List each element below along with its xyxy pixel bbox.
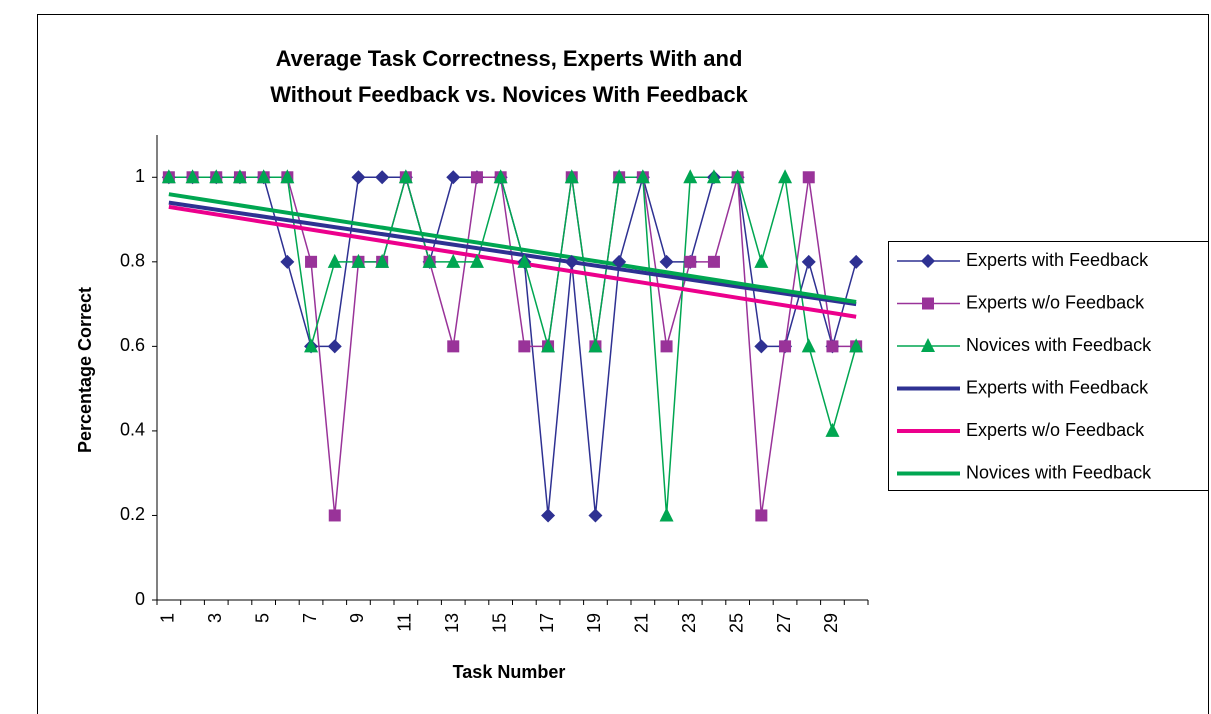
marker — [280, 169, 295, 184]
marker — [517, 253, 532, 268]
marker — [564, 254, 579, 269]
y-tick-label: 0.2 — [120, 504, 145, 524]
marker — [447, 340, 460, 353]
marker — [398, 169, 413, 184]
marker — [706, 169, 721, 184]
marker — [232, 169, 247, 184]
marker — [802, 171, 815, 184]
marker — [755, 509, 768, 522]
x-tick-label: 17 — [537, 613, 557, 633]
x-tick-label: 29 — [821, 613, 841, 633]
marker — [922, 297, 934, 310]
marker — [328, 509, 341, 522]
marker — [375, 253, 390, 268]
x-tick-label: 9 — [347, 613, 367, 623]
y-tick-label: 1 — [135, 166, 145, 186]
marker — [754, 253, 769, 268]
chart-title: Average Task Correctness, Experts With a… — [276, 46, 743, 71]
marker — [564, 169, 579, 184]
x-tick-label: 3 — [205, 613, 225, 623]
marker — [493, 169, 508, 184]
x-tick-label: 7 — [300, 613, 320, 623]
x-tick-label: 5 — [252, 613, 272, 623]
legend-label: Experts with Feedback — [966, 250, 1149, 270]
marker — [209, 169, 224, 184]
marker — [422, 253, 437, 268]
marker — [351, 253, 366, 268]
trendline — [168, 200, 857, 307]
marker — [469, 253, 484, 268]
y-axis-label: Percentage Correct — [75, 287, 95, 453]
marker — [327, 253, 342, 268]
trendline — [168, 192, 857, 304]
marker — [801, 338, 816, 353]
marker — [684, 255, 697, 268]
marker — [304, 338, 319, 353]
x-tick-label: 23 — [679, 613, 699, 633]
marker — [327, 339, 342, 354]
marker — [825, 422, 840, 437]
x-tick-label: 27 — [774, 613, 794, 633]
marker — [280, 254, 295, 269]
marker — [375, 170, 390, 185]
y-tick-label: 0.4 — [120, 420, 145, 440]
x-tick-label: 21 — [632, 613, 652, 633]
marker — [612, 254, 627, 269]
series-line — [168, 174, 857, 516]
x-tick-label: 19 — [584, 613, 604, 633]
legend-label: Novices with Feedback — [966, 335, 1152, 355]
x-tick-label: 13 — [442, 613, 462, 633]
series-line — [168, 174, 857, 516]
marker — [801, 254, 816, 269]
marker — [541, 338, 556, 353]
marker — [612, 169, 627, 184]
marker — [256, 169, 271, 184]
x-axis-label: Task Number — [453, 662, 566, 682]
legend-label: Experts w/o Feedback — [966, 292, 1145, 312]
chart-title: Without Feedback vs. Novices With Feedba… — [270, 82, 748, 107]
marker — [659, 507, 674, 522]
y-tick-label: 0 — [135, 589, 145, 609]
legend — [888, 241, 1209, 491]
marker — [185, 169, 200, 184]
marker — [730, 169, 745, 184]
marker — [754, 339, 769, 354]
marker — [305, 255, 318, 268]
marker — [588, 338, 603, 353]
legend-label: Experts w/o Feedback — [966, 420, 1145, 440]
trendline — [168, 204, 857, 319]
x-tick-label: 1 — [158, 613, 178, 623]
legend-label: Experts with Feedback — [966, 377, 1149, 397]
marker — [826, 340, 839, 353]
y-tick-label: 0.8 — [120, 251, 145, 271]
legend-label: Novices with Feedback — [966, 462, 1152, 482]
x-tick-label: 11 — [395, 613, 415, 632]
marker — [161, 169, 176, 184]
x-tick-label: 25 — [726, 613, 746, 633]
marker — [683, 169, 698, 184]
marker — [778, 169, 793, 184]
marker — [470, 171, 483, 184]
marker — [849, 338, 864, 353]
marker — [446, 253, 461, 268]
marker — [588, 508, 603, 523]
marker — [779, 340, 792, 353]
series-line — [168, 174, 857, 516]
marker — [635, 169, 650, 184]
marker — [351, 170, 366, 185]
x-tick-label: 15 — [489, 613, 509, 633]
marker — [659, 254, 674, 269]
marker — [921, 254, 935, 268]
marker — [921, 338, 935, 352]
marker — [518, 340, 531, 353]
marker — [541, 508, 556, 523]
marker — [660, 340, 673, 353]
marker — [446, 170, 461, 185]
y-tick-label: 0.6 — [120, 335, 145, 355]
marker — [707, 255, 720, 268]
marker — [849, 254, 864, 269]
